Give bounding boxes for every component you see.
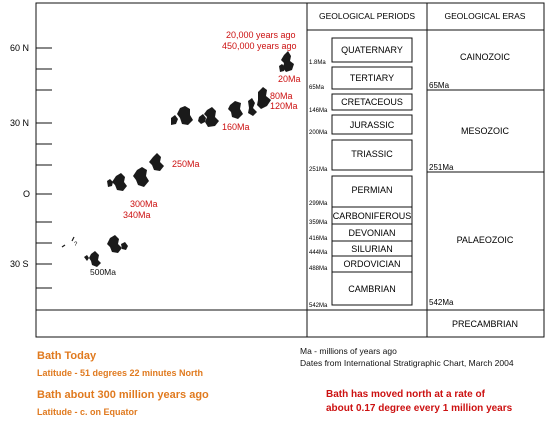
period-age: 251Ma (309, 167, 328, 173)
landmass-20ma (279, 64, 285, 72)
period-age: 146Ma (309, 108, 328, 114)
period-name: TERTIARY (350, 73, 394, 83)
lat-label-30n: 30 N (10, 118, 29, 128)
period-name: SILURIAN (351, 244, 393, 254)
landmass-positions (84, 51, 294, 267)
period-age: 200Ma (309, 130, 328, 136)
note-rate-line-2: about 0.17 degree every 1 million years (326, 403, 513, 414)
landmass-120ma (248, 98, 257, 116)
period-name: CRETACEOUS (341, 97, 403, 107)
period-age: 1.8Ma (309, 60, 326, 66)
note-ma-definition: Ma - millions of years ago (300, 346, 397, 356)
lat-label-equator: O (23, 189, 30, 199)
landmass-500ma-b (84, 255, 89, 261)
period-age: 488Ma (309, 266, 328, 272)
era-age: 251Ma (429, 163, 454, 172)
landmass-250ma (149, 153, 164, 171)
label-20ma: 20Ma (278, 74, 301, 84)
landmass-300ma (112, 173, 127, 191)
label-20000-years: 20,000 years ago (226, 30, 296, 40)
era-name: CAINOZOIC (460, 52, 511, 62)
period-age: 416Ma (309, 236, 328, 242)
era-name: PRECAMBRIAN (452, 319, 518, 329)
landmass-500ma (89, 251, 101, 267)
landmass-80ma (257, 87, 271, 109)
era-age: 542Ma (429, 298, 454, 307)
era-name: PALAEOZOIC (457, 235, 514, 245)
period-name: ORDOVICIAN (343, 259, 400, 269)
caption-latitude-300ma: Latitude - c. on Equator (37, 407, 138, 417)
era-separators (427, 89, 544, 173)
position-labels: 20,000 years ago 450,000 years ago 20Ma … (123, 30, 301, 220)
landmass-280ma (133, 167, 149, 187)
period-boxes (331, 37, 413, 306)
lat-label-60n: 60 N (10, 43, 29, 53)
period-age: 359Ma (309, 220, 328, 226)
period-age: 444Ma (309, 250, 328, 256)
note-rate-line-1: Bath has moved north at a rate of (326, 389, 485, 400)
period-age: 65Ma (309, 85, 325, 91)
label-500ma: 500Ma (90, 267, 116, 277)
label-450000-years: 450,000 years ago (222, 41, 297, 51)
lat-label-30s: 30 S (10, 259, 29, 269)
latitude-ticks (36, 47, 52, 289)
landmass-fragments (61, 236, 75, 248)
caption-bath-today: Bath Today (37, 350, 97, 362)
figure-frame (35, 2, 545, 338)
period-name: DEVONIAN (348, 228, 395, 238)
period-name: QUATERNARY (341, 45, 403, 55)
period-name: PERMIAN (351, 185, 392, 195)
era-age: 65Ma (429, 81, 450, 90)
note-source: Dates from International Stratigraphic C… (300, 358, 514, 368)
period-name: CARBONIFEROUS (333, 211, 412, 221)
header-geological-eras: GEOLOGICAL ERAS (445, 11, 526, 21)
period-ages: 1.8Ma 65Ma 146Ma 200Ma 251Ma 299Ma 359Ma… (309, 60, 328, 309)
label-question: ? (74, 242, 78, 248)
landmass-340ma-b (121, 242, 128, 250)
caption-bath-300ma: Bath about 300 million years ago (37, 389, 209, 401)
period-names: QUATERNARY TERTIARY CRETACEOUS JURASSIC … (333, 45, 412, 294)
landmass-160ma-b (198, 114, 206, 124)
label-340ma: 340Ma (123, 210, 151, 220)
period-name: TRIASSIC (351, 149, 393, 159)
label-160ma: 160Ma (222, 122, 250, 132)
label-250ma: 250Ma (172, 159, 200, 169)
landmass-160ma (204, 107, 219, 127)
period-age: 542Ma (309, 303, 328, 309)
era-ages: 65Ma 251Ma 542Ma (429, 81, 454, 307)
period-name: CAMBRIAN (348, 284, 396, 294)
period-age: 299Ma (309, 201, 328, 207)
landmass-120ma-b (228, 101, 243, 119)
landmass-200ma (177, 106, 193, 125)
period-name: JURASSIC (350, 120, 395, 130)
label-80ma: 80Ma (270, 91, 293, 101)
header-geological-periods: GEOLOGICAL PERIODS (319, 11, 415, 21)
label-120ma: 120Ma (270, 101, 298, 111)
landmass-340ma (107, 235, 122, 253)
era-name: MESOZOIC (461, 126, 510, 136)
landmass-200ma-b (171, 115, 178, 125)
era-names: CAINOZOIC MESOZOIC PALAEOZOIC PRECAMBRIA… (452, 52, 518, 329)
label-300ma: 300Ma (130, 199, 158, 209)
landmass-300ma-b (107, 179, 113, 187)
caption-latitude-today: Latitude - 51 degrees 22 minutes North (37, 368, 204, 378)
